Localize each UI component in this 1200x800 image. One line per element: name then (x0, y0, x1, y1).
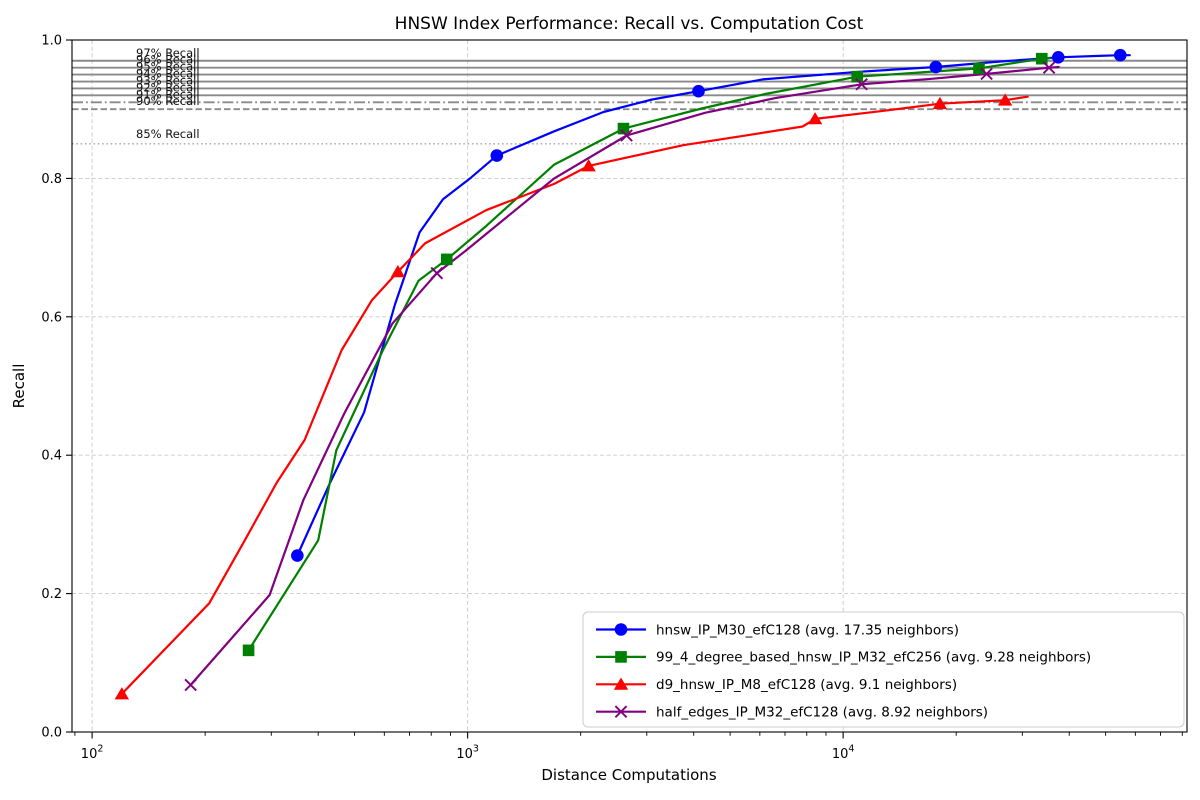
series-markers-half_edges_IP_M32_efC128 (184, 61, 1056, 692)
series-line-half_edges_IP_M32_efC128 (189, 65, 1060, 687)
circle-marker (1051, 51, 1065, 64)
x-marker (980, 67, 993, 81)
legend: hnsw_IP_M30_efC128 (avg. 17.35 neighbors… (582, 611, 1185, 728)
reference-label-90: 90% Recall (136, 94, 200, 108)
reference-label-85: 85% Recall (136, 127, 200, 141)
triangle-marker (807, 112, 823, 125)
reference-label-97: 97% Recall (136, 46, 200, 60)
triangle-marker (114, 687, 130, 700)
x-axis-label: Distance Computations (541, 766, 716, 784)
circle-marker (490, 149, 504, 162)
triangle-marker (997, 93, 1013, 106)
y-tick-label: 0.8 (41, 172, 62, 187)
x-tick-label: 104 (832, 744, 855, 763)
x-tick-label: 102 (81, 744, 104, 763)
y-tick-label: 0.4 (41, 449, 62, 464)
legend-item-half_edges_IP_M32_efC128: half_edges_IP_M32_efC128 (avg. 8.92 neig… (596, 705, 988, 721)
series-markers-hnsw_IP_M30_efC128 (291, 48, 1127, 562)
triangle-marker (390, 265, 406, 278)
circle-marker (291, 549, 304, 562)
x-tick-label: 103 (456, 744, 479, 763)
x-marker (620, 129, 633, 142)
plot-border (71, 39, 1188, 733)
series-line-99_4_degree_based_hnsw_IP_M32_efC256 (247, 56, 1051, 652)
chart-title: HNSW Index Performance: Recall vs. Compu… (395, 14, 864, 34)
legend-circle-marker (614, 623, 628, 636)
legend-item-d9_hnsw_IP_M8_efC128: d9_hnsw_IP_M8_efC128 (avg. 9.1 neighbors… (596, 677, 957, 693)
square-marker (617, 122, 630, 135)
legend-box (582, 611, 1185, 728)
series-markers-d9_hnsw_IP_M8_efC128 (114, 93, 1013, 700)
legend-square-marker (615, 651, 627, 663)
y-tick-label: 0.6 (41, 310, 62, 325)
series-markers-99_4_degree_based_hnsw_IP_M32_efC256 (242, 52, 1048, 657)
circle-marker (929, 60, 943, 74)
reference-label-92: 92% Recall (136, 80, 200, 94)
y-axis-label: Recall (10, 364, 28, 409)
y-tick-label: 0.0 (41, 726, 62, 741)
y-tick-label: 0.2 (41, 587, 62, 602)
circle-marker (1113, 48, 1127, 62)
legend-label: hnsw_IP_M30_efC128 (avg. 17.35 neighbors… (656, 622, 959, 638)
legend-item-hnsw_IP_M30_efC128: hnsw_IP_M30_efC128 (avg. 17.35 neighbors… (596, 622, 959, 638)
square-marker (1035, 52, 1048, 65)
legend-x-marker (614, 705, 628, 718)
square-marker (440, 253, 453, 266)
legend-item-99_4_degree_based_hnsw_IP_M32_efC256: 99_4_degree_based_hnsw_IP_M32_efC256 (av… (596, 650, 1091, 666)
reference-label-91: 91% Recall (136, 87, 200, 101)
reference-label-95: 95% Recall (136, 60, 200, 74)
square-marker (973, 62, 985, 75)
legend-label: d9_hnsw_IP_M8_efC128 (avg. 9.1 neighbors… (656, 677, 957, 693)
triangle-marker (581, 159, 596, 172)
square-marker (851, 70, 864, 83)
legend-label: 99_4_degree_based_hnsw_IP_M32_efC256 (av… (656, 650, 1091, 666)
triangle-marker (932, 96, 948, 110)
x-marker (430, 266, 444, 280)
x-marker (855, 78, 868, 91)
x-marker (184, 678, 197, 692)
square-marker (242, 644, 255, 657)
legend-label: half_edges_IP_M32_efC128 (avg. 8.92 neig… (656, 705, 988, 721)
legend-triangle-marker (613, 677, 629, 690)
series-line-d9_hnsw_IP_M8_efC128 (120, 95, 1029, 696)
y-tick-label: 1.0 (41, 34, 62, 49)
circle-marker (692, 84, 705, 98)
x-marker (1042, 61, 1056, 74)
reference-label-94: 94% Recall (136, 67, 200, 81)
reference-label-93: 93% Recall (136, 73, 200, 87)
reference-label-96: 96% Recall (136, 53, 200, 67)
